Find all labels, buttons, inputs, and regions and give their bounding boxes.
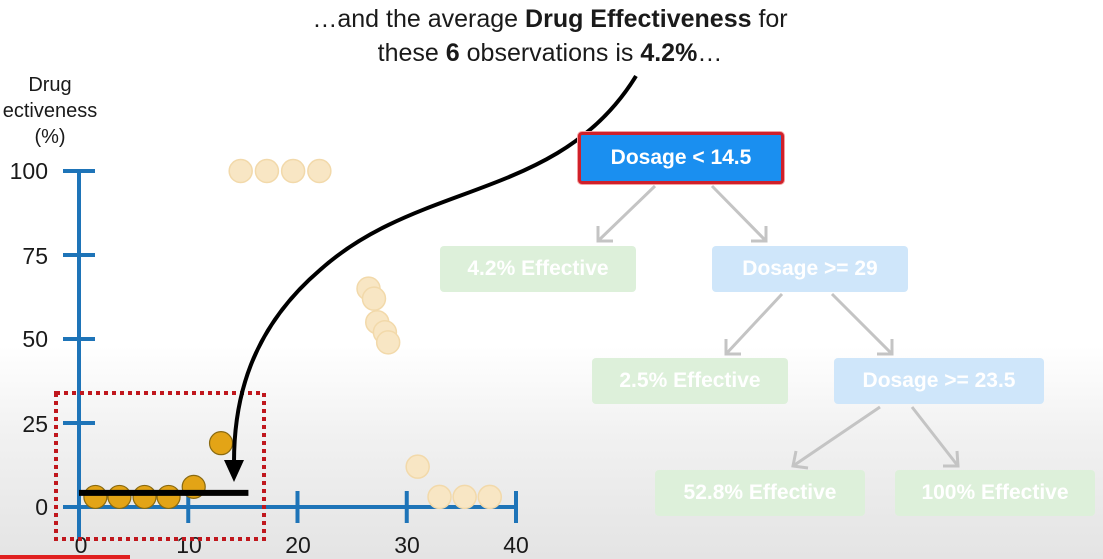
data-point <box>83 484 108 510</box>
tree-root-node: Dosage < 14.5 <box>578 132 784 184</box>
y-tick-label: 75 <box>22 243 48 269</box>
tree-edge <box>792 405 881 468</box>
y-tick-label: 0 <box>35 494 48 520</box>
faded-data-point <box>254 158 280 184</box>
caption-bold: 6 <box>445 39 460 67</box>
tree-arrowhead <box>943 450 960 468</box>
progress-bar <box>0 555 130 559</box>
y-axis-label-line: (%) <box>34 126 66 148</box>
faded-data-point <box>307 158 332 184</box>
tree-leaf-node: 4.2% Effective <box>440 246 636 292</box>
pointer-arrowhead <box>224 460 244 482</box>
caption-text: …and the average <box>312 5 526 33</box>
x-tick-label: 10 <box>176 532 202 558</box>
tree-connectors <box>596 184 960 470</box>
caption-text: … <box>697 39 723 67</box>
tree-arrowhead <box>724 339 741 356</box>
caption-text: these <box>377 39 446 67</box>
x-tick-label: 30 <box>394 532 420 558</box>
caption-line-2: these 6 observations is 4.2%… <box>190 36 910 70</box>
tree-arrowhead <box>791 450 809 470</box>
faded-data-point <box>477 484 503 510</box>
y-tick-label: 25 <box>22 411 48 437</box>
data-point <box>107 484 132 510</box>
pointer-arrow <box>232 74 638 463</box>
tree-edge <box>724 292 784 356</box>
tree-decision-node: Dosage >= 29 <box>712 246 908 292</box>
faded-data-point <box>452 484 477 510</box>
tree-decision-node: Dosage >= 23.5 <box>834 358 1044 404</box>
highlight-box <box>54 391 266 541</box>
y-axis-label-line: Drug <box>28 74 72 96</box>
faded-data-point <box>405 454 430 479</box>
highlighted-points <box>83 431 234 510</box>
caption-text: for <box>751 5 788 33</box>
y-tick-label: 50 <box>22 326 48 352</box>
x-tick-label: 40 <box>503 532 529 558</box>
caption-line-1: …and the average Drug Effectiveness for <box>190 2 910 36</box>
faded-data-point <box>280 158 306 184</box>
tree-arrowhead <box>596 226 613 243</box>
faded-data-point <box>427 484 452 510</box>
faded-data-point <box>375 330 401 355</box>
tree-edge <box>830 292 894 356</box>
caption: …and the average Drug Effectiveness for … <box>190 2 910 70</box>
data-point <box>132 484 157 510</box>
tree-arrowhead <box>877 339 894 356</box>
tree-edge <box>596 184 657 243</box>
tree-leaf-node: 52.8% Effective <box>655 470 865 516</box>
tree-leaf-node: 2.5% Effective <box>592 358 788 404</box>
tree-edge <box>710 184 768 243</box>
caption-bold: Drug Effectiveness <box>525 5 752 33</box>
caption-text: observations is <box>459 39 641 67</box>
y-tick-label: 100 <box>9 158 48 184</box>
faded-data-point <box>228 158 253 184</box>
faded-points <box>228 158 503 510</box>
y-axis-label: Drug ectiveness (%) <box>0 72 120 150</box>
data-point <box>208 431 234 456</box>
tree-edge <box>910 406 960 467</box>
x-tick-label: 20 <box>285 532 311 558</box>
axes <box>63 169 518 539</box>
data-point <box>156 484 181 510</box>
tree-leaf-node: 100% Effective <box>895 470 1095 516</box>
y-axis-label-line: ectiveness <box>2 100 98 122</box>
faded-data-point <box>361 286 387 311</box>
tree-arrowhead <box>751 226 768 243</box>
caption-bold: 4.2% <box>640 39 698 67</box>
